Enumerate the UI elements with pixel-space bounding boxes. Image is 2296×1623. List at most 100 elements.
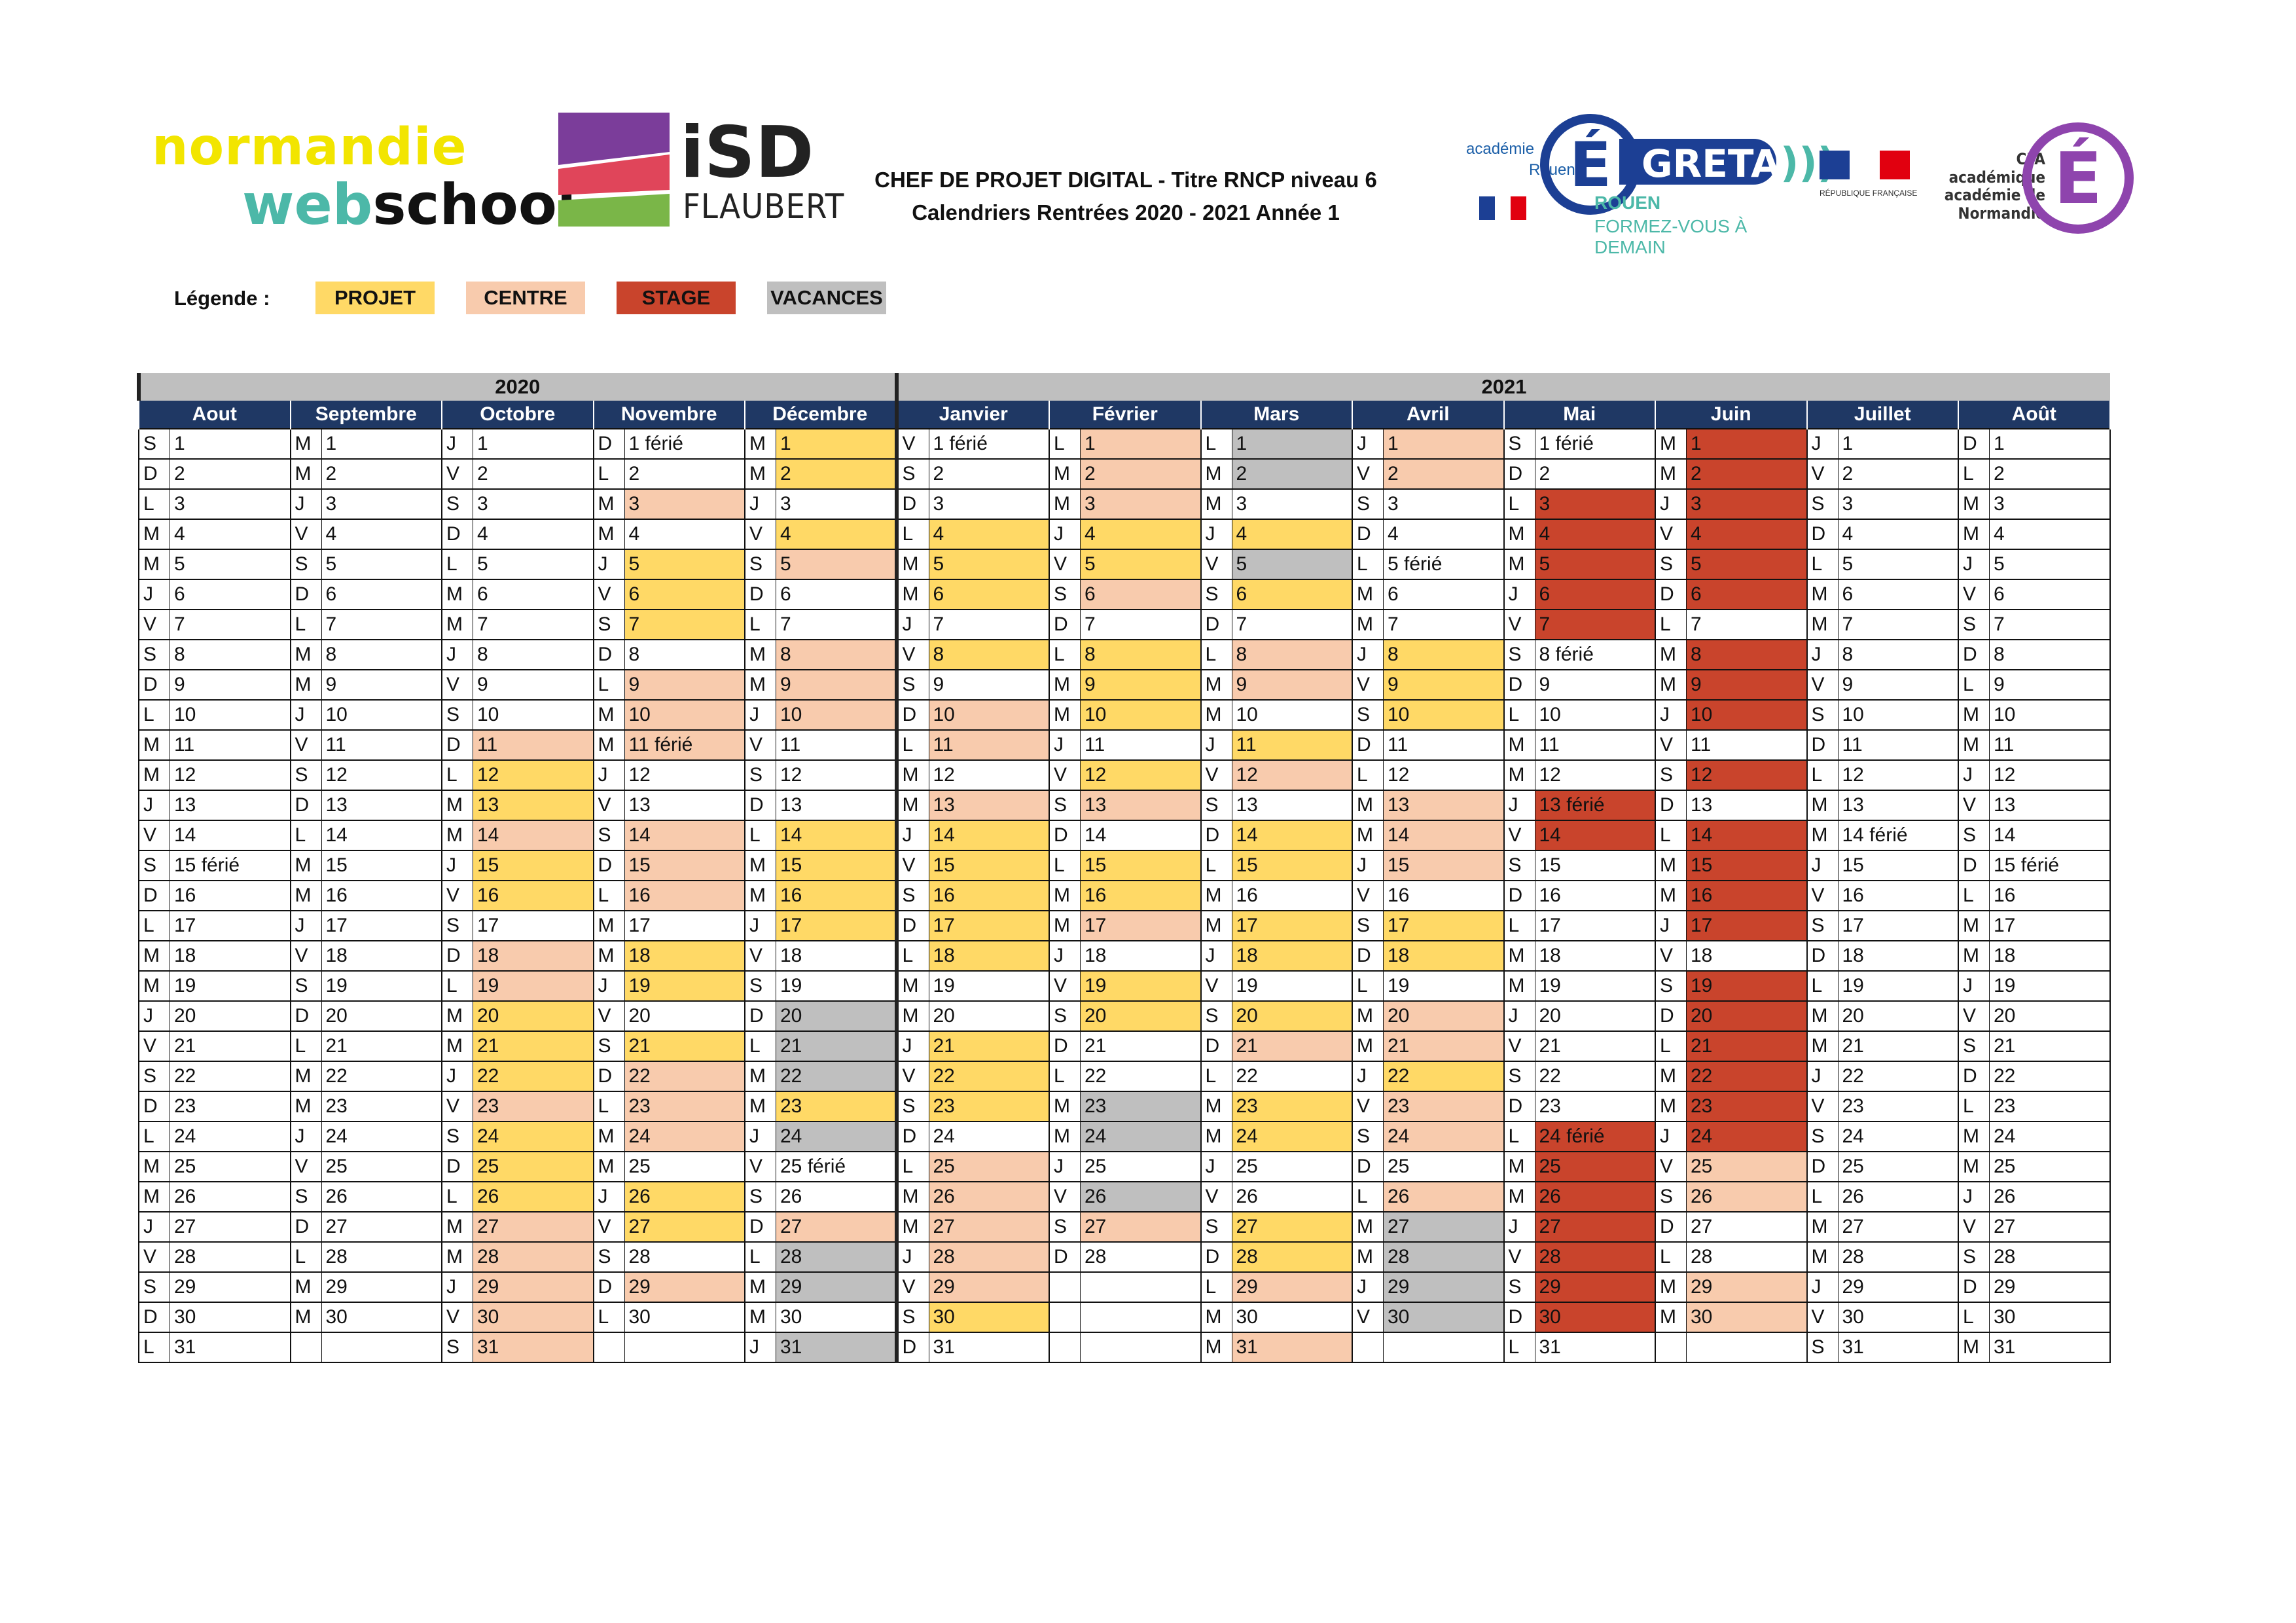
day-cell: 9 bbox=[1686, 669, 1808, 701]
day-cell: 26 bbox=[1534, 1181, 1656, 1213]
day-cell: 10 bbox=[1989, 699, 2111, 731]
weekday-cell: S bbox=[592, 820, 624, 851]
day-cell: 1 bbox=[473, 428, 594, 460]
weekday-cell: M bbox=[1655, 458, 1687, 490]
weekday-cell: M bbox=[1049, 910, 1081, 941]
day-cell: 27 bbox=[1534, 1211, 1656, 1243]
day-cell: 4 bbox=[321, 519, 442, 550]
month-header: Novembre bbox=[592, 401, 745, 429]
day-cell: 24 bbox=[473, 1121, 594, 1152]
weekday-cell: S bbox=[1806, 488, 1838, 520]
weekday-cell: J bbox=[1806, 428, 1838, 460]
weekday-cell: V bbox=[894, 428, 929, 460]
day-cell: 16 bbox=[1383, 880, 1505, 911]
weekday-cell: D bbox=[138, 880, 170, 911]
weekday-cell: S bbox=[441, 910, 473, 941]
weekday-cell: L bbox=[592, 1091, 624, 1122]
day-cell: 24 bbox=[776, 1121, 897, 1152]
day-cell: 14 bbox=[170, 820, 291, 851]
weekday-cell: J bbox=[1958, 970, 1990, 1002]
weekday-cell: M bbox=[592, 910, 624, 941]
weekday-cell: L bbox=[138, 699, 170, 731]
day-cell: 21 bbox=[776, 1030, 897, 1062]
calendar-row: L 24 J 24 S 24 M 24 J 24 D 24 M 24 M 24 S 24 L 24 férié J 24 S… bbox=[138, 1121, 2111, 1152]
day-cell: 12 bbox=[1989, 759, 2111, 791]
weekday-cell: M bbox=[1503, 970, 1535, 1002]
weekday-cell: M bbox=[441, 1241, 473, 1273]
day-cell: 6 bbox=[1534, 579, 1656, 610]
day-cell: 3 bbox=[1383, 488, 1505, 520]
day-cell: 20 bbox=[1383, 1000, 1505, 1032]
weekday-cell: V bbox=[138, 820, 170, 851]
day-cell: 22 bbox=[1383, 1061, 1505, 1092]
weekday-cell: M bbox=[1958, 488, 1990, 520]
weekday-cell: M bbox=[1655, 669, 1687, 701]
day-cell: 8 bbox=[928, 639, 1050, 670]
day-cell: 8 bbox=[321, 639, 442, 670]
weekday-cell: L bbox=[1049, 850, 1081, 881]
day-cell: 2 bbox=[1534, 458, 1656, 490]
day-cell: 7 bbox=[473, 609, 594, 640]
day-cell: 19 bbox=[1686, 970, 1808, 1002]
weekday-cell: V bbox=[1352, 1091, 1384, 1122]
weekday-cell: M bbox=[592, 729, 624, 761]
weekday-cell: L bbox=[138, 910, 170, 941]
day-cell: 12 bbox=[1837, 759, 1959, 791]
weekday-cell: S bbox=[1352, 1121, 1384, 1152]
day-cell: 9 bbox=[1080, 669, 1202, 701]
svg-text:É: É bbox=[2054, 137, 2102, 220]
day-cell: 18 bbox=[928, 940, 1050, 972]
weekday-cell: V bbox=[1049, 759, 1081, 791]
day-cell: 15 bbox=[776, 850, 897, 881]
day-cell: 1 bbox=[1989, 428, 2111, 460]
day-cell: 12 bbox=[1534, 759, 1656, 791]
weekday-cell: S bbox=[1503, 850, 1535, 881]
weekday-cell: M bbox=[592, 699, 624, 731]
normandie-webschool-logo: normandie webschool bbox=[152, 122, 576, 234]
day-cell: 13 bbox=[928, 790, 1050, 821]
day-cell: 8 bbox=[473, 639, 594, 670]
weekday-cell: M bbox=[1352, 1211, 1384, 1243]
day-cell: 12 bbox=[776, 759, 897, 791]
weekday-cell: D bbox=[1958, 850, 1990, 881]
calendar-table: 2020 2021 Aout Septembre Octobre Novembre Dé… bbox=[137, 373, 2111, 1363]
weekday-cell: J bbox=[441, 1061, 473, 1092]
day-cell: 10 bbox=[776, 699, 897, 731]
day-cell: 25 bbox=[1080, 1151, 1202, 1182]
day-cell: 20 bbox=[1686, 1000, 1808, 1032]
greta-flag-icon bbox=[1479, 196, 1526, 220]
weekday-cell: M bbox=[1655, 1302, 1687, 1333]
weekday-cell: M bbox=[744, 850, 776, 881]
weekday-cell: S bbox=[1352, 488, 1384, 520]
day-cell: 30 bbox=[1231, 1302, 1353, 1333]
weekday-cell: V bbox=[1503, 820, 1535, 851]
day-cell: 19 bbox=[1383, 970, 1505, 1002]
weekday-cell: M bbox=[1958, 699, 1990, 731]
weekday-cell: J bbox=[1503, 790, 1535, 821]
weekday-cell: M bbox=[744, 669, 776, 701]
day-cell: 11 bbox=[776, 729, 897, 761]
weekday-cell: D bbox=[1958, 1061, 1990, 1092]
day-cell: 19 bbox=[1534, 970, 1656, 1002]
weekday-cell: M bbox=[138, 1151, 170, 1182]
weekday-cell: J bbox=[894, 609, 929, 640]
day-cell: 15 bbox=[473, 850, 594, 881]
day-cell: 13 bbox=[170, 790, 291, 821]
greta-name: GRETA bbox=[1641, 141, 1780, 186]
day-cell: 4 bbox=[928, 519, 1050, 550]
weekday-cell: M bbox=[1958, 729, 1990, 761]
weekday-cell: V bbox=[1200, 970, 1232, 1002]
weekday-cell: V bbox=[1352, 669, 1384, 701]
weekday-cell: D bbox=[894, 910, 929, 941]
day-cell: 17 bbox=[1686, 910, 1808, 941]
weekday-cell: M bbox=[592, 1151, 624, 1182]
day-cell: 1 bbox=[1686, 428, 1808, 460]
weekday-cell: J bbox=[744, 699, 776, 731]
day-cell: 25 férié bbox=[776, 1151, 897, 1182]
day-cell: 31 bbox=[1231, 1332, 1353, 1363]
weekday-cell: V bbox=[1503, 609, 1535, 640]
day-cell: 16 bbox=[1686, 880, 1808, 911]
day-cell: 21 bbox=[321, 1030, 442, 1062]
weekday-cell: L bbox=[592, 458, 624, 490]
day-cell bbox=[624, 1332, 745, 1363]
